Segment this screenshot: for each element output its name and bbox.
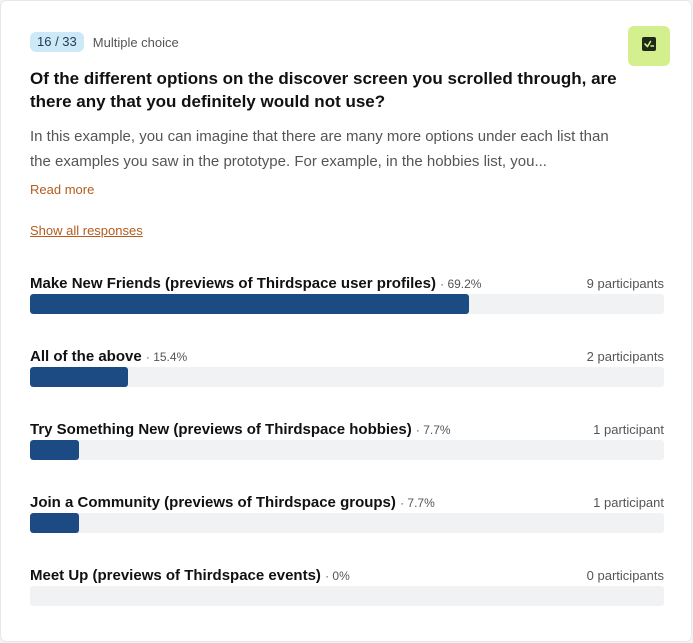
option-participant-count: 1 participant [593,495,664,510]
question-title: Of the different options on the discover… [30,69,617,111]
option-label: Join a Community (previews of Thirdspace… [30,494,435,511]
question-type-label: Multiple choice [92,34,179,50]
option-participant-count: 9 participants [586,276,664,291]
show-all-responses-link[interactable]: Show all responses [30,223,143,238]
option-percentage: · 7.7% [400,496,435,510]
option-percentage: · 15.4% [145,350,188,364]
option-label: All of the above · 15.4% [30,348,188,365]
checkbox-icon [641,36,657,57]
option-bar-fill [30,367,128,387]
option-row: Join a Community (previews of Thirdspace… [30,494,664,544]
option-bar-track [30,440,664,460]
option-percentage: · 7.7% [415,423,451,437]
option-bar-track [30,513,664,533]
option-participant-count: 2 participants [586,349,664,364]
option-label: Try Something New (previews of Thirdspac… [30,421,451,438]
option-bar-fill [30,294,469,314]
option-participant-count: 1 participant [593,422,664,437]
option-bar-fill [30,513,79,533]
option-bar-track [30,294,664,314]
read-more-link[interactable]: Read more [30,182,95,197]
question-meta: 16 / 33 Multiple choice [30,32,179,52]
option-bar-track [30,586,664,606]
option-participant-count: 0 participants [586,568,664,583]
option-row: Try Something New (previews of Thirdspac… [30,421,664,471]
question-type-button[interactable] [628,26,670,66]
option-row: Make New Friends (previews of Thirdspace… [30,275,664,325]
option-label: Meet Up (previews of Thirdspace events) … [30,567,350,584]
question-description: In this example, you can imagine that th… [30,128,609,170]
option-bar-track [30,367,664,387]
option-percentage: · 69.2% [440,277,482,291]
option-label: Make New Friends (previews of Thirdspace… [30,275,482,292]
option-row: Meet Up (previews of Thirdspace events) … [30,567,664,617]
option-percentage: · 0% [325,569,350,583]
option-row: All of the above · 15.4% 2 participants [30,348,664,398]
question-counter-badge: 16 / 33 [30,32,84,52]
option-bar-fill [30,440,79,460]
